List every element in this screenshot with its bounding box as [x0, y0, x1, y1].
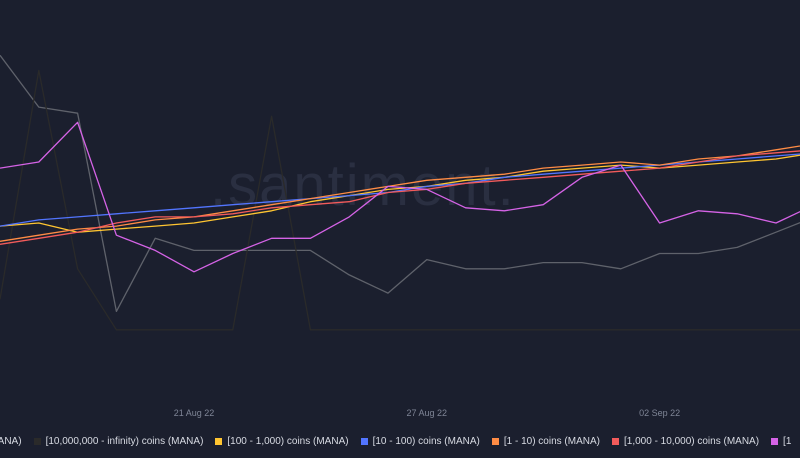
x-tick-label: 27 Aug 22: [407, 408, 448, 418]
x-axis: 21 Aug 22 27 Aug 22 02 Sep 22: [174, 408, 680, 418]
legend: (MANA) [10,000,000 - infinity) coins (MAN…: [0, 432, 800, 450]
legend-item[interactable]: [10 - 100) coins (MANA): [360, 435, 480, 447]
legend-item[interactable]: [10,000,000 - infinity) coins (MANA): [33, 435, 204, 447]
legend-swatch: [771, 437, 779, 445]
legend-swatch: [360, 437, 368, 445]
x-tick-label: 21 Aug 22: [174, 408, 215, 418]
legend-label: [10,000,000 - infinity) coins (MANA): [45, 435, 204, 447]
legend-item[interactable]: (MANA): [0, 436, 22, 447]
series-line-1: [0, 69, 800, 331]
series-line-0: [0, 54, 800, 313]
legend-item[interactable]: [1 - 10) coins (MANA): [491, 435, 600, 447]
legend-label: (MANA): [0, 435, 22, 447]
legend-swatch: [611, 437, 619, 445]
legend-item[interactable]: [1: [771, 436, 791, 447]
legend-swatch: [33, 437, 41, 445]
legend-item[interactable]: [100 - 1,000) coins (MANA): [215, 435, 349, 447]
legend-label: [1 - 10) coins (MANA): [503, 435, 600, 447]
legend-label: [100 - 1,000) coins (MANA): [227, 435, 349, 447]
series-layer: [0, 54, 800, 331]
series-line-5: [0, 150, 800, 245]
series-line-3: [0, 153, 800, 227]
legend-swatch: [215, 437, 223, 445]
legend-item[interactable]: [1,000 - 10,000) coins (MANA): [611, 435, 760, 447]
legend-label: [1: [783, 435, 792, 447]
x-tick-label: 02 Sep 22: [639, 408, 680, 418]
series-line-4: [0, 145, 800, 242]
legend-label: [10 - 100) coins (MANA): [372, 435, 480, 447]
legend-swatch: [491, 437, 499, 445]
legend-label: [1,000 - 10,000) coins (MANA): [623, 435, 760, 447]
series-line-6: [0, 121, 800, 273]
